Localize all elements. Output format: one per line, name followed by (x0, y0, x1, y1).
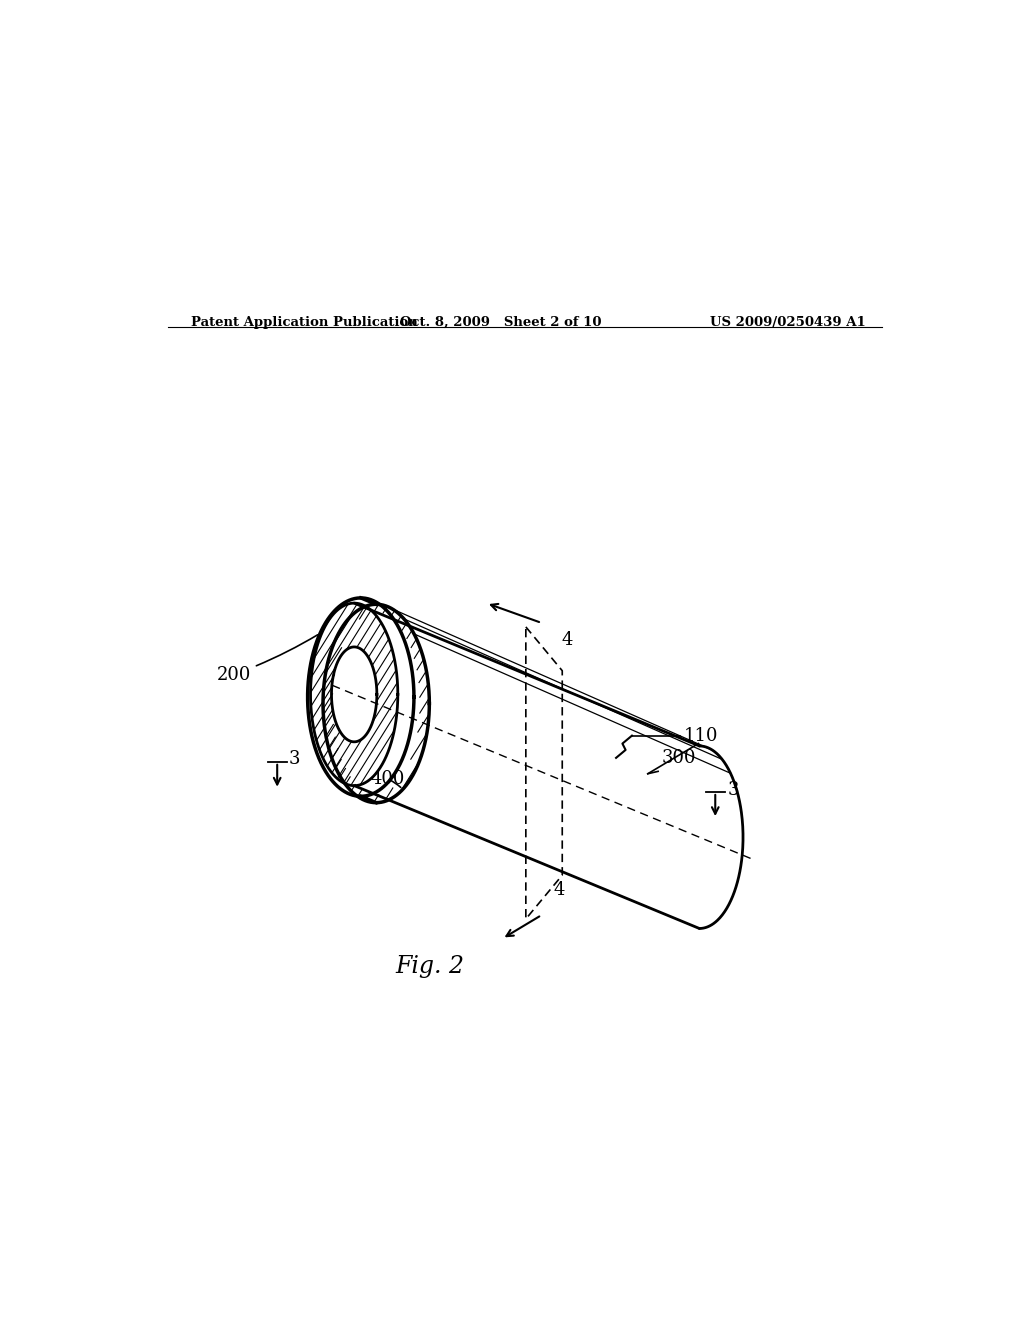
Text: 300: 300 (663, 750, 696, 767)
Text: US 2009/0250439 A1: US 2009/0250439 A1 (711, 315, 866, 329)
Text: Oct. 8, 2009   Sheet 2 of 10: Oct. 8, 2009 Sheet 2 of 10 (400, 315, 602, 329)
Text: Fig. 2: Fig. 2 (395, 956, 464, 978)
Text: 200: 200 (217, 635, 317, 684)
Text: 3: 3 (289, 751, 301, 768)
Text: 3: 3 (727, 780, 738, 799)
Text: 110: 110 (684, 726, 718, 744)
Text: 4: 4 (554, 882, 565, 899)
Text: 4: 4 (561, 631, 572, 649)
Text: Patent Application Publication: Patent Application Publication (191, 315, 418, 329)
Text: 400: 400 (370, 770, 404, 788)
